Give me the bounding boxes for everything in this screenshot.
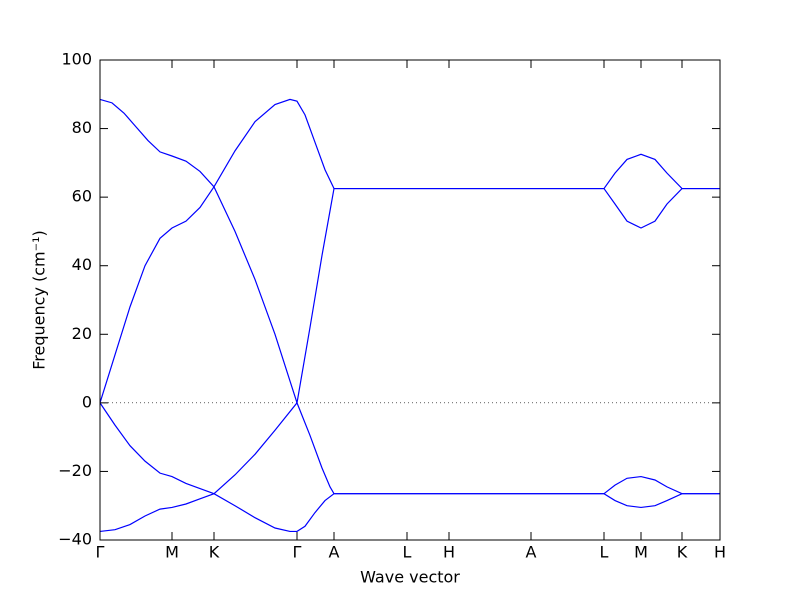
- band-line: [99, 401, 720, 533]
- y-tick-label: 20: [72, 324, 92, 343]
- y-axis-label: Frequency (cm⁻¹): [30, 230, 49, 369]
- band-line: [99, 98, 720, 404]
- plot-frame: [99, 59, 721, 541]
- band-line: [99, 98, 720, 404]
- x-tick-label: M: [634, 543, 648, 562]
- x-tick-label: Γ: [293, 543, 302, 562]
- band-line: [99, 402, 720, 533]
- x-tick-label: L: [403, 543, 412, 562]
- y-tick-label: 60: [72, 187, 92, 206]
- x-tick-label: H: [714, 543, 726, 562]
- y-tick-label: 100: [61, 50, 92, 69]
- x-tick-label: M: [165, 543, 179, 562]
- y-tick-label: −40: [58, 530, 92, 549]
- x-tick-label: A: [329, 543, 340, 562]
- x-tick-label: A: [526, 543, 537, 562]
- x-tick-label: Γ: [96, 543, 105, 562]
- y-tick-label: 0: [82, 392, 92, 411]
- y-tick-label: −20: [58, 461, 92, 480]
- y-tick-label: 80: [72, 118, 92, 137]
- x-axis-label: Wave vector: [360, 568, 460, 587]
- x-tick-label: K: [209, 543, 220, 562]
- y-tick-label: 40: [72, 255, 92, 274]
- x-tick-label: L: [600, 543, 609, 562]
- x-tick-label: K: [677, 543, 688, 562]
- x-tick-label: H: [443, 543, 455, 562]
